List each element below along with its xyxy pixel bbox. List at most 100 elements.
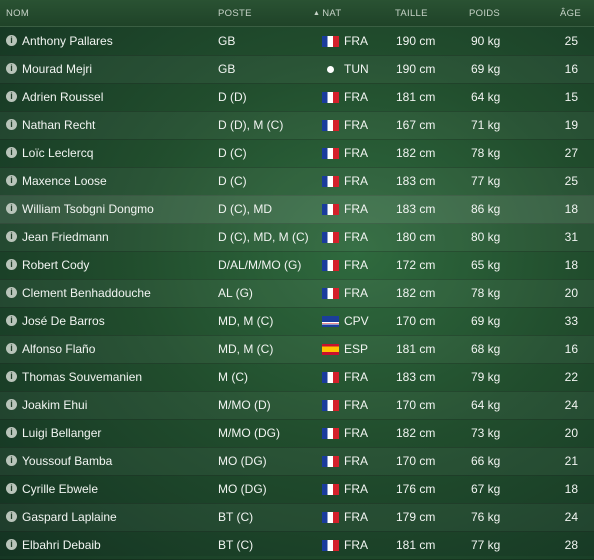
player-age: 27 [564,146,578,160]
table-row[interactable]: i Loïc Leclercq D (C) FRA 182 cm 78 kg 27 [0,139,594,168]
player-name[interactable]: Robert Cody [22,258,90,272]
info-icon[interactable]: i [6,483,17,494]
info-icon[interactable]: i [6,371,17,382]
table-row[interactable]: i Cyrille Ebwele MO (DG) FRA 176 cm 67 kg 18 [0,475,594,504]
info-icon[interactable]: i [6,119,17,130]
flag-fra-icon [322,204,339,215]
flag-cpv-icon [322,316,339,327]
player-nationality[interactable]: FRA [344,510,368,524]
info-icon[interactable]: i [6,91,17,102]
player-name[interactable]: William Tsobgni Dongmo [22,202,154,216]
player-name[interactable]: Alfonso Flaño [22,342,96,356]
player-nationality[interactable]: FRA [344,174,368,188]
info-icon[interactable]: i [6,399,17,410]
flag-fra-icon [322,92,339,103]
player-position: D/AL/M/MO (G) [218,258,302,272]
player-position: D (C) [218,146,247,160]
info-icon[interactable]: i [6,259,17,270]
player-name[interactable]: Anthony Pallares [22,34,113,48]
table-row[interactable]: i Adrien Roussel D (D) FRA 181 cm 64 kg 15 [0,83,594,112]
table-row[interactable]: i William Tsobgni Dongmo D (C), MD FRA 183 c… [0,195,594,224]
player-height: 183 cm [396,174,436,188]
column-header-nationality-label: NAT [322,8,342,19]
player-name[interactable]: Cyrille Ebwele [22,482,99,496]
player-name[interactable]: Loïc Leclercq [22,146,94,160]
info-icon[interactable]: i [6,343,17,354]
info-icon[interactable]: i [6,539,17,550]
player-name[interactable]: Maxence Loose [22,174,107,188]
player-name[interactable]: Joakim Ehui [22,398,88,412]
table-row[interactable]: i Elbahri Debaib BT (C) FRA 181 cm 77 kg 28 [0,531,594,560]
table-row[interactable]: i Gaspard Laplaine BT (C) FRA 179 cm 76 kg 24 [0,503,594,532]
player-name[interactable]: Luigi Bellanger [22,426,102,440]
table-row[interactable]: i José De Barros MD, M (C) CPV 170 cm 69 kg 33 [0,307,594,336]
info-icon[interactable]: i [6,203,17,214]
player-nationality[interactable]: FRA [344,146,368,160]
table-row[interactable]: i Anthony Pallares GB FRA 190 cm 90 kg 25 [0,27,594,56]
info-icon[interactable]: i [6,315,17,326]
table-row[interactable]: i Alfonso Flaño MD, M (C) ESP 181 cm 68 kg 16 [0,335,594,364]
player-nationality[interactable]: FRA [344,482,368,496]
column-header-weight[interactable]: POIDS [469,8,501,19]
player-nationality[interactable]: FRA [344,426,368,440]
table-row[interactable]: i Youssouf Bamba MO (DG) FRA 170 cm 66 kg 21 [0,447,594,476]
player-name[interactable]: Mourad Mejri [22,62,93,76]
player-name[interactable]: Thomas Souvemanien [22,370,143,384]
info-icon[interactable]: i [6,511,17,522]
table-row[interactable]: i Clement Benhaddouche AL (G) FRA 182 cm 78 k… [0,279,594,308]
player-nationality[interactable]: FRA [344,230,368,244]
table-row[interactable]: i Joakim Ehui M/MO (D) FRA 170 cm 64 kg 24 [0,391,594,420]
player-nationality[interactable]: CPV [344,314,369,328]
table-row[interactable]: i Jean Friedmann D (C), MD, M (C) FRA 180 cm… [0,223,594,252]
player-name[interactable]: Elbahri Debaib [22,538,101,552]
player-position: MO (DG) [218,454,267,468]
table-row[interactable]: i Nathan Recht D (D), M (C) FRA 167 cm 71 kg 1… [0,111,594,140]
player-nationality[interactable]: FRA [344,538,368,552]
table-row[interactable]: i Robert Cody D/AL/M/MO (G) FRA 172 cm 65 kg 1… [0,251,594,280]
player-name[interactable]: Adrien Roussel [22,90,104,104]
player-nationality[interactable]: FRA [344,258,368,272]
player-name[interactable]: Gaspard Laplaine [22,510,117,524]
table-row[interactable]: i Maxence Loose D (C) FRA 183 cm 77 kg 25 [0,167,594,196]
info-icon[interactable]: i [6,427,17,438]
player-nationality[interactable]: FRA [344,118,368,132]
table-row[interactable]: i Mourad Mejri GB TUN 190 cm 69 kg 16 [0,55,594,84]
info-icon[interactable]: i [6,455,17,466]
info-icon[interactable]: i [6,147,17,158]
column-header-position[interactable]: POSTE [218,8,252,19]
player-nationality[interactable]: FRA [344,286,368,300]
player-age: 20 [564,286,578,300]
player-age: 24 [564,510,578,524]
player-height: 176 cm [396,482,436,496]
player-nationality[interactable]: FRA [344,90,368,104]
player-name[interactable]: Jean Friedmann [22,230,109,244]
info-icon[interactable]: i [6,35,17,46]
player-name[interactable]: José De Barros [22,314,105,328]
column-header-name[interactable]: NOM [6,8,30,19]
player-name[interactable]: Clement Benhaddouche [22,286,151,300]
table-row[interactable]: i Thomas Souvemanien M (C) FRA 183 cm 79 kg 22 [0,363,594,392]
player-nationality[interactable]: FRA [344,34,368,48]
player-age: 33 [564,314,578,328]
table-row[interactable]: i Luigi Bellanger M/MO (DG) FRA 182 cm 73 kg 2… [0,419,594,448]
player-name[interactable]: Nathan Recht [22,118,96,132]
info-icon[interactable]: i [6,231,17,242]
player-age: 31 [564,230,578,244]
column-header-nationality[interactable]: ▲ NAT [313,8,341,19]
player-weight: 73 kg [471,426,501,440]
flag-fra-icon [322,120,339,131]
player-nationality[interactable]: ESP [344,342,369,356]
info-icon[interactable]: i [6,287,17,298]
player-nationality[interactable]: TUN [344,62,369,76]
info-icon[interactable]: i [6,63,17,74]
player-nationality[interactable]: FRA [344,202,368,216]
player-weight: 64 kg [471,398,501,412]
column-header-age[interactable]: ÂGE [560,8,581,19]
player-weight: 66 kg [471,454,501,468]
player-nationality[interactable]: FRA [344,454,368,468]
column-header-height[interactable]: TAILLE [395,8,428,19]
player-nationality[interactable]: FRA [344,370,368,384]
player-name[interactable]: Youssouf Bamba [22,454,113,468]
player-nationality[interactable]: FRA [344,398,368,412]
info-icon[interactable]: i [6,175,17,186]
